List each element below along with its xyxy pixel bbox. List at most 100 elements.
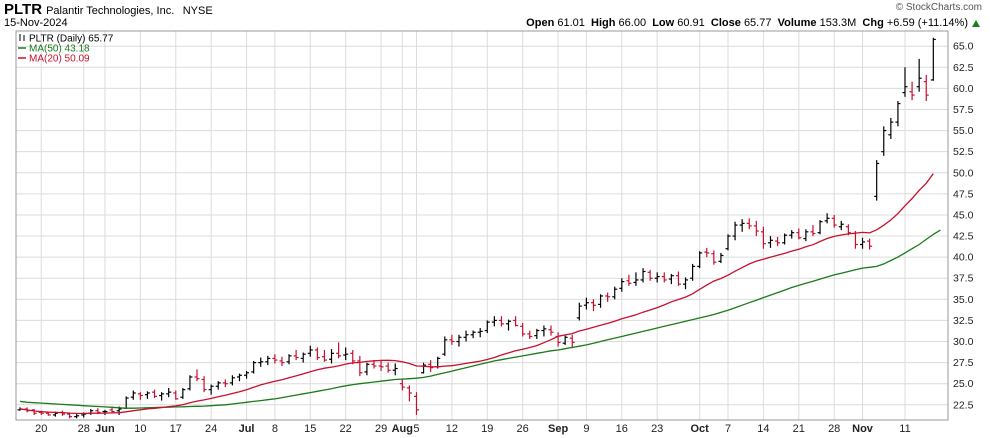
ohlc-bar — [265, 355, 271, 366]
x-tick-label: Jul — [239, 423, 255, 435]
ohlc-bar — [711, 250, 717, 265]
ohlc-bar — [371, 360, 377, 369]
ohlc-bar — [31, 409, 37, 415]
x-tick-label: 29 — [375, 423, 387, 435]
ohlc-bar — [683, 277, 689, 290]
ohlc-bar — [675, 271, 681, 286]
y-tick-label: 50.0 — [953, 167, 974, 179]
ohlc-bar — [392, 363, 398, 376]
ohlc-bar — [569, 334, 575, 349]
x-tick-label: 16 — [616, 423, 628, 435]
ohlc-bar — [307, 345, 313, 357]
ohlc-bar — [314, 347, 320, 361]
y-tick-label: 42.5 — [953, 231, 974, 243]
ohlc-bar — [449, 334, 455, 345]
ma20-line — [19, 173, 934, 415]
ohlc-bar — [286, 354, 292, 365]
ohlc-bar — [661, 272, 667, 283]
legend-entry: MA(20) 50.09 — [29, 54, 90, 65]
ohlc-bar — [463, 330, 469, 342]
ohlc-bar — [881, 126, 887, 156]
y-tick-label: 40.0 — [953, 252, 974, 264]
moving-averages — [19, 173, 941, 415]
exchange-name: NYSE — [182, 5, 213, 17]
ohlc-bar — [300, 352, 306, 363]
ohlc-bar — [810, 225, 816, 237]
ohlc-bar — [130, 390, 136, 400]
quote-summary: Open 61.01 High 66.00 Low 60.91 Close 65… — [526, 17, 968, 29]
x-tick-label: 15 — [304, 423, 316, 435]
ohlc-bar — [930, 37, 936, 81]
ohlc-bar — [350, 349, 356, 365]
ohlc-bar — [173, 390, 179, 400]
ohlc-bar — [541, 325, 547, 337]
ohlc-bar — [619, 278, 625, 292]
ohlc-bar — [506, 319, 512, 331]
ohlc-bar — [222, 379, 228, 388]
ohlc-bar — [258, 357, 264, 367]
ohlc-bar — [102, 409, 108, 415]
ohlc-bar — [647, 269, 653, 281]
legend-entry: MA(50) 43.18 — [29, 44, 90, 55]
ohlc-bar — [180, 387, 186, 399]
ohlc-bars — [17, 37, 936, 419]
ohlc-bar — [767, 236, 773, 248]
y-tick-label: 55.0 — [953, 125, 974, 137]
ohlc-bar — [902, 67, 908, 97]
legend-ohlc-icon — [19, 34, 25, 41]
ohlc-bar — [364, 362, 370, 376]
ohlc-bar — [590, 299, 596, 312]
ohlc-bar — [874, 160, 880, 201]
ohlc-bar — [251, 360, 257, 374]
high-label: High — [591, 17, 616, 29]
ohlc-bar — [605, 292, 611, 302]
ohlc-bar — [895, 101, 901, 127]
ohlc-bar — [534, 328, 540, 339]
ohlc-bar — [144, 391, 150, 399]
x-tick-label: Oct — [691, 423, 710, 435]
chart-header: PLTR Palantir Technologies, Inc. NYSE — [4, 1, 213, 19]
ohlc-bar — [293, 349, 299, 361]
ohlc-bar — [520, 322, 526, 337]
ohlc-bar — [279, 356, 285, 366]
ohlc-bar — [236, 373, 242, 382]
ohlc-bar — [470, 330, 476, 339]
ma50-line — [19, 229, 941, 409]
chart-grid — [16, 31, 948, 420]
close-value: 65.77 — [743, 17, 772, 29]
x-tick-label: 14 — [757, 423, 769, 435]
ohlc-bar — [803, 229, 809, 242]
ohlc-bar — [477, 328, 483, 338]
ohlc-bar — [725, 234, 731, 251]
chart-date: 15-Nov-2024 — [4, 17, 68, 29]
ohlc-bar — [336, 342, 342, 359]
x-tick-label: Aug — [392, 423, 413, 435]
y-tick-label: 60.0 — [953, 83, 974, 95]
chg-label: Chg — [862, 17, 884, 29]
x-tick-label: 22 — [340, 423, 352, 435]
y-tick-label: 65.0 — [953, 41, 974, 53]
ohlc-bar — [456, 334, 462, 347]
ohlc-bar — [867, 238, 873, 250]
volume-value: 153.3M — [819, 17, 857, 29]
volume-label: Volume — [777, 17, 817, 29]
ohlc-bar — [74, 414, 80, 419]
ohlc-bar — [88, 409, 94, 415]
ohlc-bar — [442, 336, 448, 356]
low-label: Low — [652, 17, 675, 29]
plot-frame — [15, 30, 949, 421]
ohlc-bar — [562, 335, 568, 345]
x-tick-label: 5 — [413, 423, 419, 435]
x-tick-label: 23 — [651, 423, 663, 435]
ohlc-bar — [244, 371, 250, 379]
ohlc-bar — [329, 349, 335, 364]
open-value: 61.01 — [557, 17, 585, 29]
x-tick-label: 7 — [725, 423, 731, 435]
ohlc-bar — [166, 387, 172, 398]
ohlc-bar — [123, 396, 129, 410]
ohlc-bar — [831, 214, 837, 228]
y-tick-label: 57.5 — [953, 104, 974, 116]
ohlc-bar — [923, 74, 929, 102]
x-tick-label: 12 — [446, 423, 458, 435]
x-tick-label: 8 — [272, 423, 278, 435]
